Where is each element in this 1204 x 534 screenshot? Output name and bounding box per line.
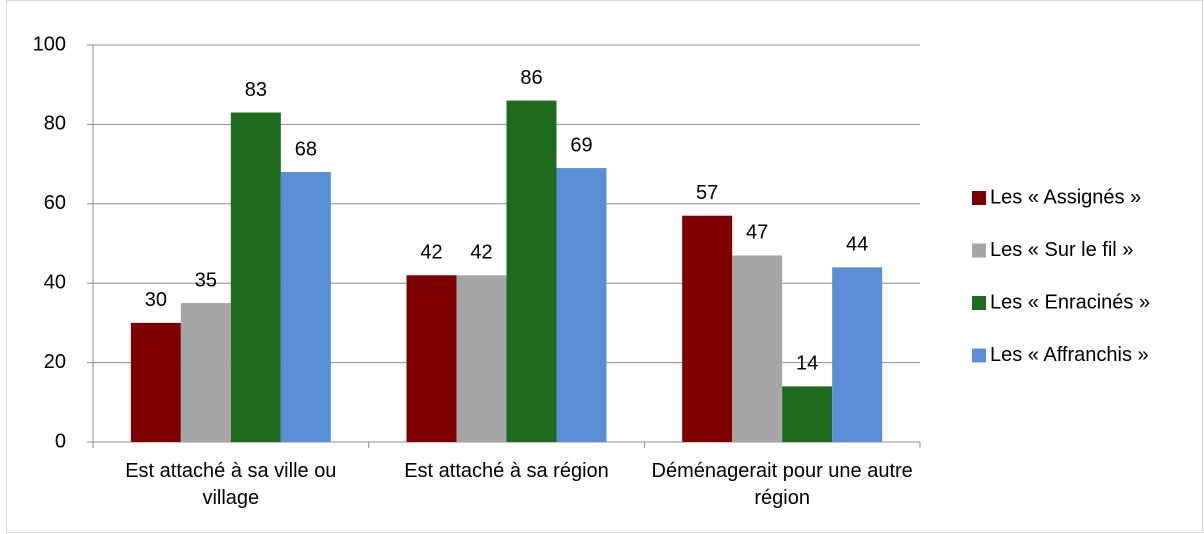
value-label: 42	[470, 242, 492, 264]
legend-swatch	[972, 191, 986, 205]
bar	[682, 215, 733, 442]
legend-label: Les « Enracinés »	[990, 291, 1150, 313]
y-tick-label: 20	[44, 351, 66, 373]
y-tick-label: 60	[44, 192, 66, 214]
value-label: 42	[420, 242, 442, 264]
y-tick-label: 0	[55, 430, 66, 452]
bar	[832, 267, 883, 442]
bar	[782, 386, 833, 442]
bar	[456, 275, 507, 442]
bar	[506, 100, 557, 442]
legend-swatch	[972, 243, 986, 258]
legend-label: Les « Sur le fil »	[990, 239, 1133, 261]
chart-frame	[6, 0, 1203, 533]
bar	[130, 322, 181, 442]
value-label: 14	[796, 353, 818, 375]
value-label: 47	[746, 222, 768, 244]
x-tick-label: Est attaché à sa région	[404, 460, 609, 482]
value-label: 68	[295, 138, 317, 160]
value-label: 83	[245, 79, 267, 101]
legend-swatch	[972, 348, 986, 363]
bar	[732, 255, 783, 442]
value-label: 44	[846, 234, 868, 256]
y-tick-label: 80	[44, 113, 66, 135]
value-label: 57	[696, 182, 718, 204]
value-label: 86	[520, 67, 542, 89]
legend-label: Les « Affranchis »	[990, 344, 1149, 366]
x-tick-label: Déménagerait pour une autre région	[651, 460, 913, 509]
legend-label: Les « Assignés »	[990, 186, 1141, 208]
y-tick-label: 100	[33, 33, 66, 55]
y-tick-label: 40	[44, 271, 66, 293]
bar	[230, 112, 281, 443]
bar	[280, 172, 331, 443]
value-label: 35	[195, 269, 217, 291]
x-tick-label: Est attaché à sa ville ou village	[125, 460, 337, 509]
value-label: 69	[570, 134, 592, 156]
value-label: 30	[145, 289, 167, 311]
bar	[406, 275, 457, 442]
legend-swatch	[972, 296, 986, 310]
bar	[180, 303, 231, 442]
bar	[556, 168, 607, 442]
